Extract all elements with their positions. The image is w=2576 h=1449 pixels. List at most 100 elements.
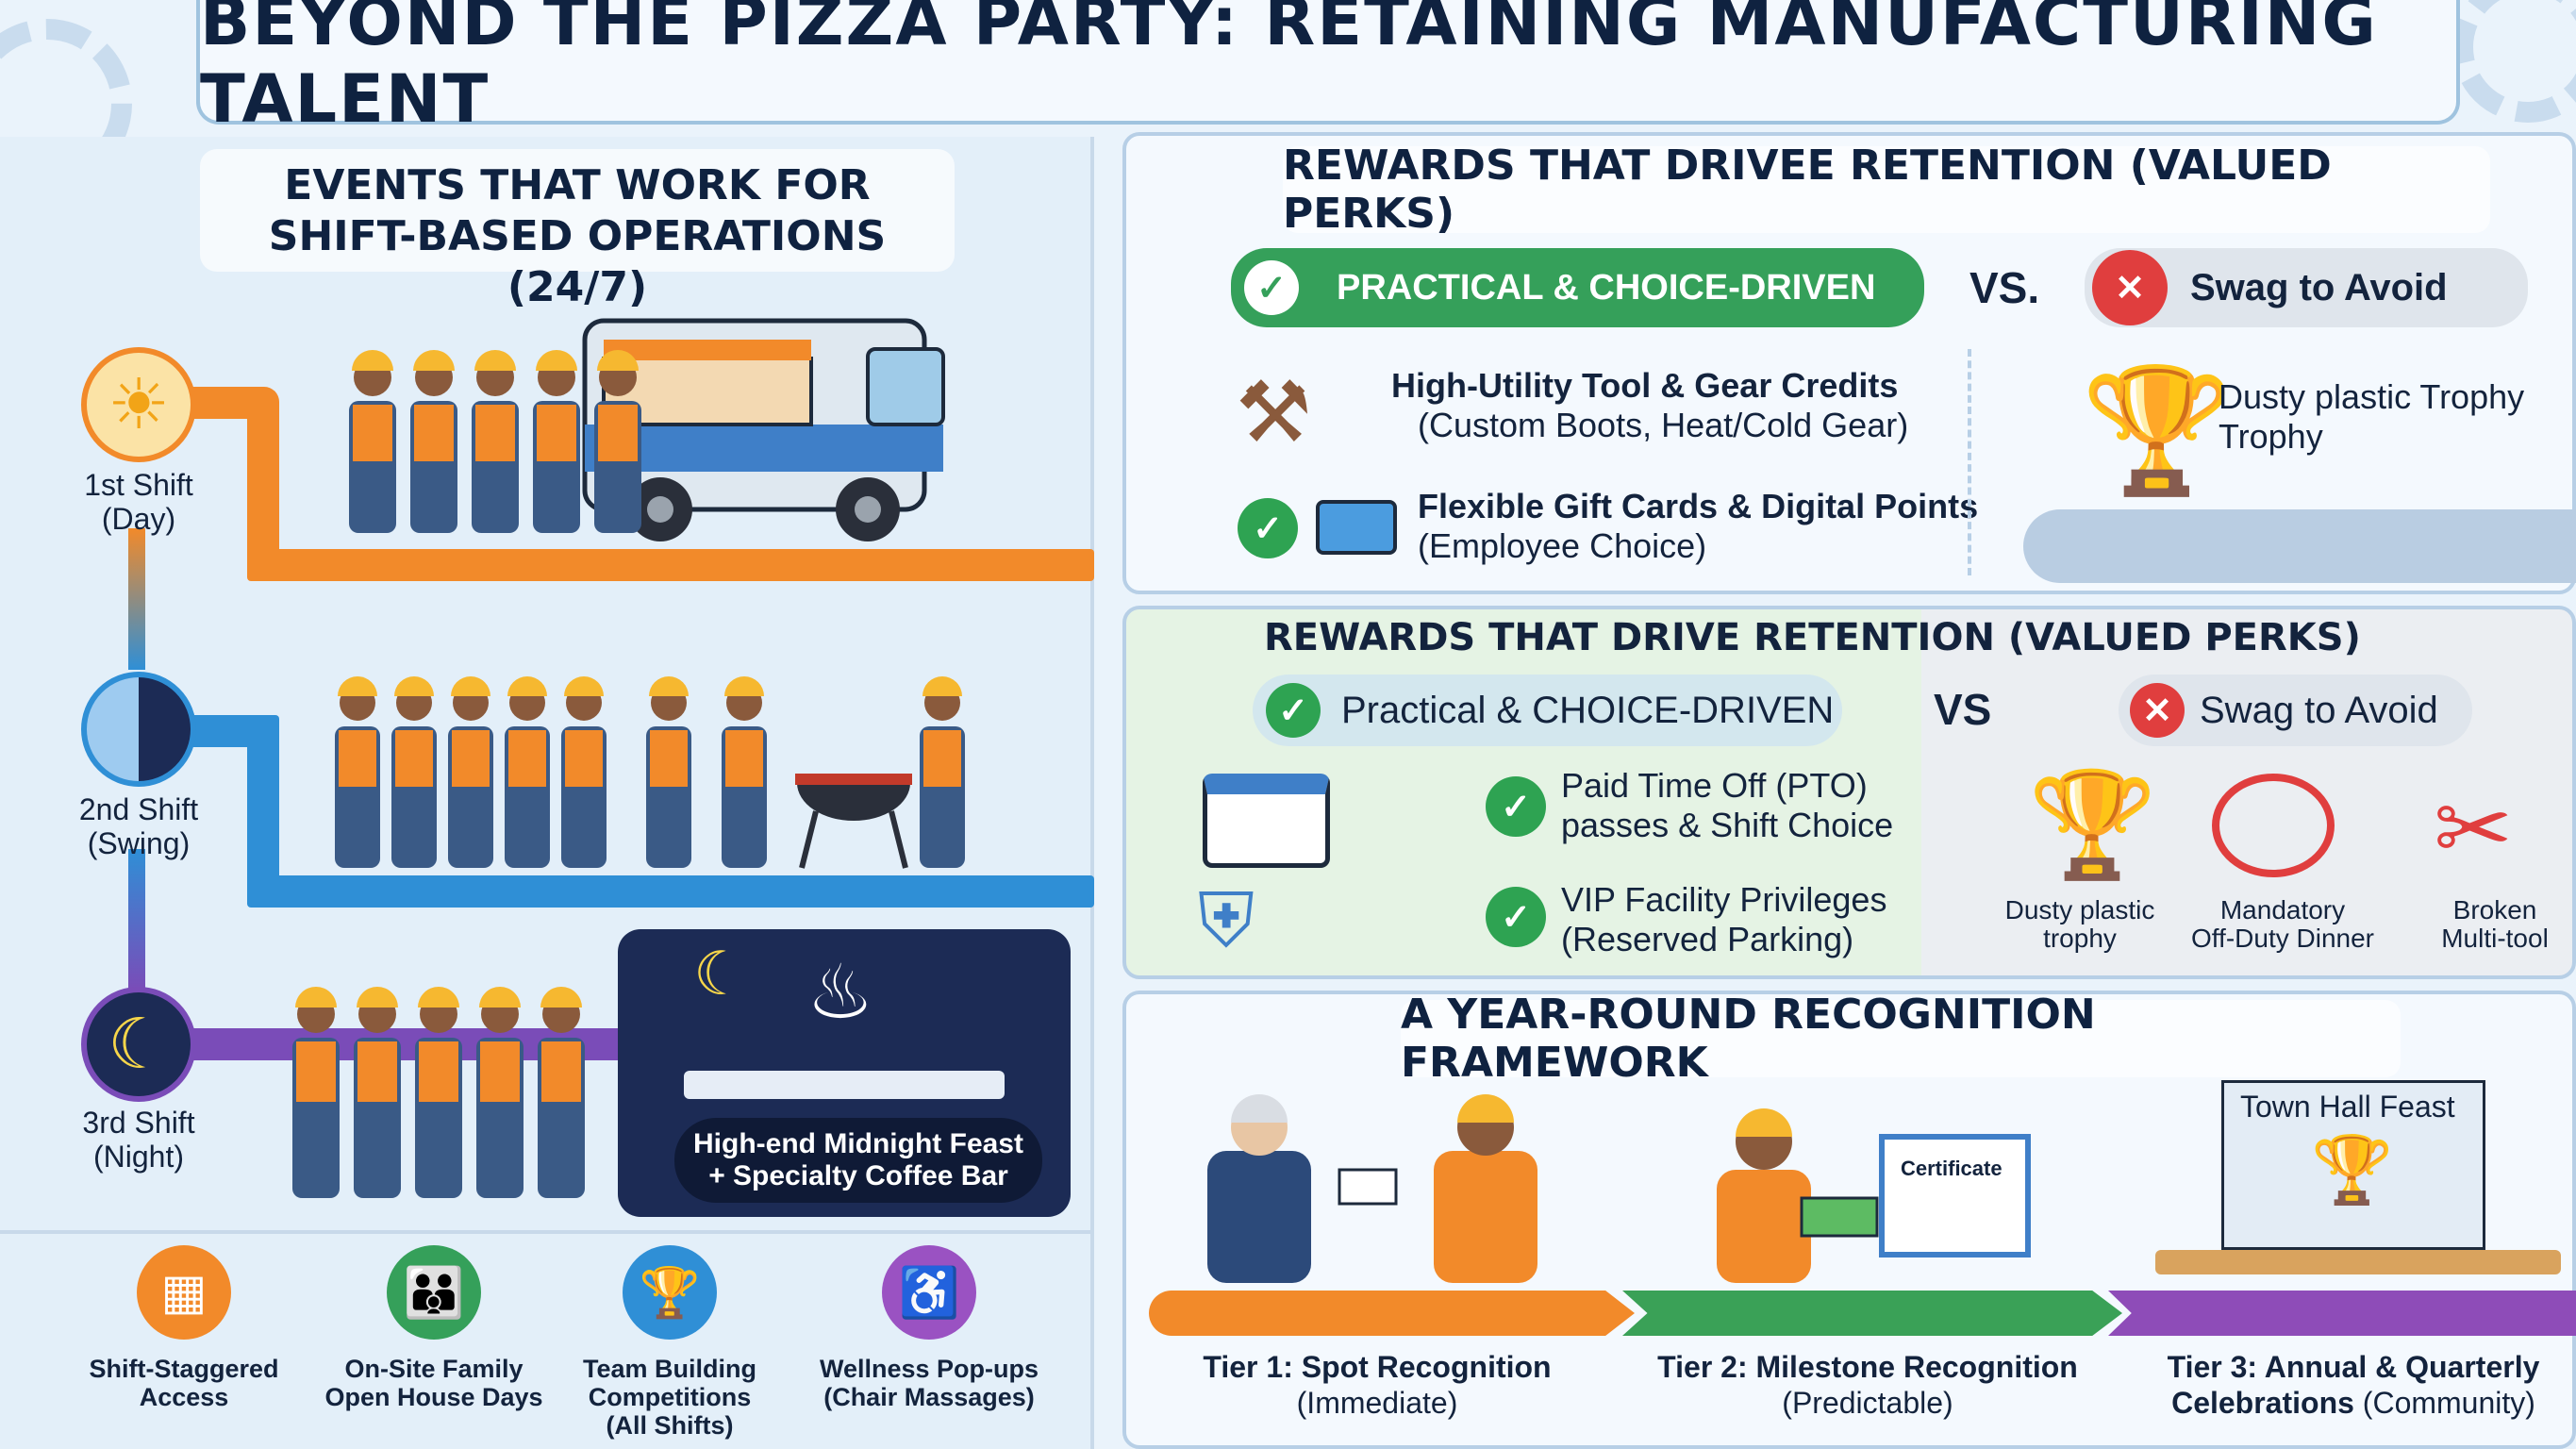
choice-pill-top: ✓ PRACTICAL & CHOICE-DRIVEN [1231,248,1924,327]
handshake-card-icon [1207,1094,1537,1283]
trophy-icon: 🏆 [2311,1133,2394,1207]
day-track [247,387,279,566]
hammer-boot-icon: ⚒ [1236,366,1312,460]
night-caption-line1: High-end Midnight Feast [693,1128,1023,1159]
trophy-icon: 🏆 [623,1245,717,1340]
tier-3-label: Tier 3: Annual & Quarterly Celebrations … [2141,1349,2566,1421]
calendar-icon [1203,774,1330,868]
divider [1968,349,1971,575]
label-line: Access [139,1383,229,1411]
perk-title: Flexible Gift Cards & Digital Points [1418,487,1979,525]
shift-name: 1st Shift [84,468,193,502]
certificate-label: Certificate [1901,1157,2003,1180]
avoid-item-top: Dusty plastic Trophy Trophy [2219,377,2524,457]
shift-connector [128,528,145,670]
no-dinner-icon [2212,774,2335,877]
swing-track [247,875,1094,908]
x-icon: ✕ [2130,683,2185,738]
perk-title: High-Utility Tool & Gear Credits [1391,366,1899,405]
town-hall-board [2221,1080,2485,1250]
midnight-feast-panel: ☾ ♨ High-end Midnight Feast + Specialty … [618,929,1071,1217]
bottom-item-wellness: ♿ Wellness Pop-ups (Chair Massages) [811,1245,1047,1411]
label-line: Shift-Staggered [89,1355,279,1383]
grill-icon [795,774,912,869]
worker-group-day [340,335,660,542]
town-hall-label: Town Hall Feast [2240,1090,2455,1124]
avoid-label: Swag to Avoid [2190,266,2448,308]
avoid-item-line: Multi-tool [2441,924,2549,953]
trophy-icon: 🏆 [2081,361,2234,499]
feast-table [684,1071,1005,1099]
moon-icon: ☾ [693,940,748,1008]
check-icon: ✓ [1238,498,1298,558]
shift-sub: (Swing) [87,826,191,860]
sun-icon: ☀ [81,347,196,462]
workers-icon [292,987,585,1198]
day-track [247,549,1094,581]
tier-name-continued: Celebrations [2171,1386,2354,1420]
page-title: BEYOND THE PIZZA PARTY: RETAINING MANUFA… [200,0,2378,138]
perk-title: VIP Facility Privileges [1561,880,1887,919]
bottom-item-staggered: ▦ Shift-Staggered Access [85,1245,283,1411]
perk-gift-cards: Flexible Gift Cards & Digital Points (Em… [1418,487,1978,566]
perk-sub: (Reserved Parking) [1561,920,1854,958]
check-icon: ✓ [1266,683,1321,738]
avoid-item-dinner: Mandatory Off-Duty Dinner [2179,896,2386,953]
shift-label-night: 3rd Shift (Night) [44,1106,233,1174]
label-line: On-Site Family [344,1355,524,1383]
events-title-line2: SHIFT-BASED OPERATIONS (24/7) [268,212,887,311]
shift-connector [128,849,145,991]
shift-label-day: 1st Shift (Day) [44,468,233,536]
choice-label: Practical & CHOICE-DRIVEN [1341,689,1835,731]
avoid-item-line: Mandatory [2219,895,2346,924]
perk-title: Paid Time Off (PTO) [1561,766,1868,805]
night-caption: High-end Midnight Feast + Specialty Coff… [674,1118,1042,1203]
avoid-item-line: Trophy [2219,417,2323,456]
night-caption-line2: + Specialty Coffee Bar [708,1160,1008,1191]
shift-sub: (Night) [92,1140,184,1174]
events-title-line1: EVENTS THAT WORK FOR [284,161,871,209]
tier-2-label: Tier 2: Milestone Recognition (Predictab… [1632,1349,2103,1421]
family-icon: 👪 [387,1245,481,1340]
avoid-label: Swag to Avoid [2200,689,2438,731]
vs-label: VS. [1969,263,2040,312]
check-icon: ✓ [1486,776,1546,837]
vs-label: VS [1934,685,1992,734]
recognition-title: A YEAR-ROUND RECOGNITION FRAMEWORK [1401,991,2401,1087]
avoid-item-line: trophy [2043,924,2117,953]
avoid-item-trophy: Dusty plastic trophy [1990,896,2169,953]
milestone-scene: Certificate [1698,1085,2037,1283]
label-line: Competitions [588,1383,752,1411]
half-moon-icon [81,672,196,787]
tier-1-label: Tier 1: Spot Recognition (Immediate) [1170,1349,1585,1421]
perk-vip: VIP Facility Privileges (Reserved Parkin… [1561,880,1886,959]
avoid-pill-top: ✕ Swag to Avoid [2085,248,2528,327]
rewards-mid-panel [1122,606,2576,979]
avoid-item-multitool: Broken Multi-tool [2415,896,2575,953]
x-icon: ✕ [2092,250,2168,325]
avoid-item-line: Dusty plastic Trophy [2219,377,2525,416]
tier-arrow-1 [1149,1291,1635,1336]
food-truck [582,318,945,541]
workers-bbq-icon [335,676,965,869]
boot-shield-icon: ⛨ [1198,878,1255,962]
perk-sub: passes & Shift Choice [1561,806,1894,844]
avoid-item-line: Off-Duty Dinner [2191,924,2374,953]
bottom-item-family: 👪 On-Site Family Open House Days [321,1245,547,1411]
bottom-item-label: Wellness Pop-ups (Chair Massages) [811,1355,1047,1411]
label-line: (All Shifts) [606,1411,734,1440]
rewards-top-title: REWARDS THAT DRIVEE RETENTION (VALUED PE… [1283,142,2490,238]
check-icon: ✓ [1486,887,1546,947]
tier-sub: (Community) [2362,1386,2535,1420]
bottom-divider [0,1230,1094,1234]
avoid-item-line: Broken [2452,895,2537,924]
worker-group-night [283,962,623,1217]
feast-table [2155,1250,2561,1274]
label-line: (Chair Massages) [823,1383,1035,1411]
tier-arrow-3 [2108,1291,2576,1336]
chef-icon: ♨ [806,950,874,1034]
tier-sub: (Immediate) [1296,1386,1458,1420]
shift-name: 3rd Shift [82,1106,195,1140]
bottom-item-label: On-Site Family Open House Days [321,1355,547,1411]
bottom-item-label: Team Building Competitions (All Shifts) [566,1355,773,1440]
